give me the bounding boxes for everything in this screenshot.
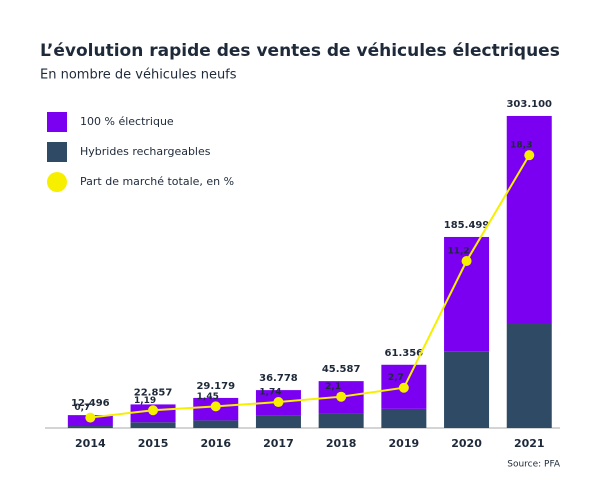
source: Source: PFA xyxy=(507,460,561,470)
legend-label: Hybrides rechargeables xyxy=(80,145,211,158)
share-label: 2,7 xyxy=(388,373,404,383)
share-point xyxy=(461,256,472,267)
bar-segment xyxy=(444,351,490,428)
share-point xyxy=(85,412,96,423)
x-tick-label: 2016 xyxy=(200,437,231,450)
legend-swatch xyxy=(47,172,67,192)
x-tick-label: 2020 xyxy=(451,437,482,450)
total-label: 12.496 xyxy=(71,398,110,409)
share-label: 1,45 xyxy=(197,392,219,402)
x-tick-label: 2019 xyxy=(389,437,420,450)
share-point xyxy=(148,405,159,416)
legend-label: 100 % électrique xyxy=(80,115,174,128)
share-label: 1,19 xyxy=(134,396,156,406)
share-label: 11,2 xyxy=(447,247,469,257)
share-label: 2,1 xyxy=(325,382,341,392)
x-tick-label: 2021 xyxy=(514,437,545,450)
x-tick-label: 2015 xyxy=(138,437,169,450)
share-label: 18,3 xyxy=(510,141,532,151)
share-label: 0,7 xyxy=(74,403,90,413)
bar-segment xyxy=(381,408,427,428)
share-point xyxy=(398,382,409,393)
share-point xyxy=(273,397,284,408)
x-tick-label: 2017 xyxy=(263,437,294,450)
bar-segment xyxy=(506,323,552,428)
legend-swatch xyxy=(47,142,67,162)
share-point xyxy=(524,150,535,161)
total-label: 61.356 xyxy=(385,348,424,359)
total-label: 303.100 xyxy=(506,99,552,110)
total-label: 22.857 xyxy=(134,387,173,398)
chart-subtitle: En nombre de véhicules neufs xyxy=(40,68,237,83)
total-label: 185.499 xyxy=(444,220,490,231)
chart-title: L’évolution rapide des ventes de véhicul… xyxy=(40,41,560,61)
share-line xyxy=(90,154,531,419)
bar-segment xyxy=(130,422,176,428)
share-label: 1,74 xyxy=(259,388,281,398)
bar-segment xyxy=(318,413,364,428)
total-label: 36.778 xyxy=(259,373,298,384)
share-point xyxy=(210,401,221,412)
legend-label: Part de marché totale, en % xyxy=(80,175,234,188)
total-label: 29.179 xyxy=(196,381,235,392)
bar-segment xyxy=(67,426,113,428)
share-point xyxy=(336,391,347,402)
x-tick-label: 2018 xyxy=(326,437,357,450)
legend-swatch xyxy=(47,112,67,132)
bar-segment xyxy=(193,420,239,428)
total-label: 45.587 xyxy=(322,364,361,375)
bar-segment xyxy=(255,415,301,428)
x-tick-label: 2014 xyxy=(75,437,106,450)
